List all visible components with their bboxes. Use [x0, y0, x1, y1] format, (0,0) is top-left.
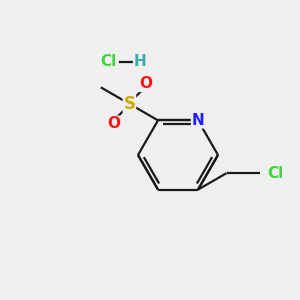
Text: H: H	[134, 55, 146, 70]
Text: Cl: Cl	[268, 166, 284, 181]
Text: S: S	[123, 95, 135, 113]
Text: O: O	[139, 76, 152, 92]
Text: Cl: Cl	[100, 55, 116, 70]
Text: N: N	[192, 113, 204, 128]
Text: O: O	[107, 116, 120, 131]
